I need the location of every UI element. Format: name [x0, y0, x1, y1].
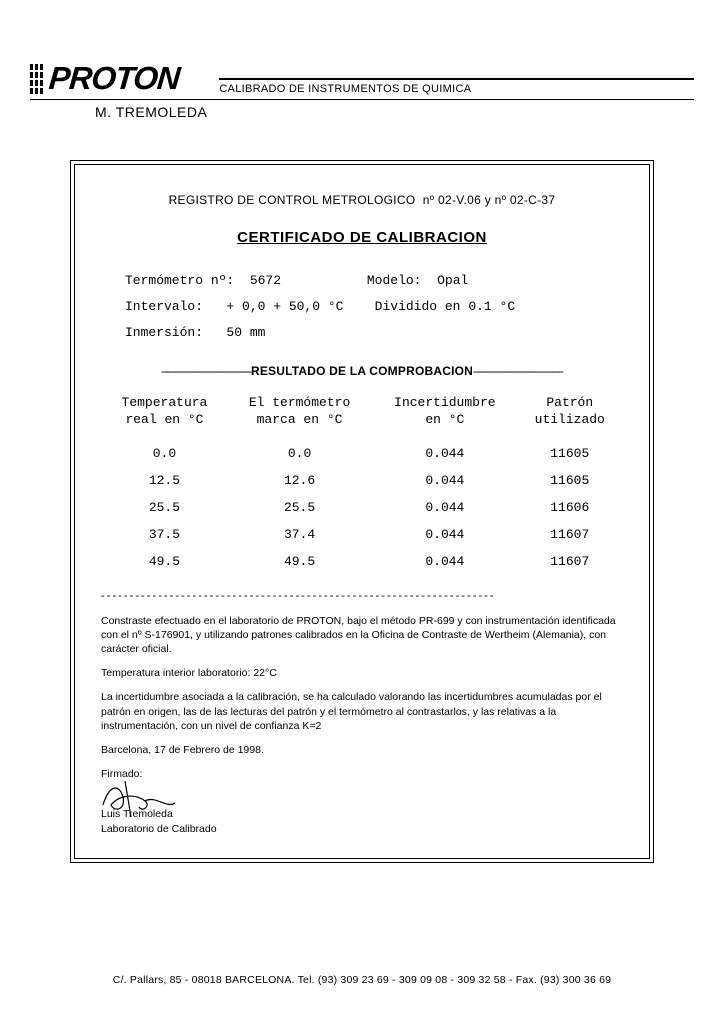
table-cell: 37.4 [228, 522, 371, 547]
header-right: CALIBRADO DE INSTRUMENTOS DE QUIMICA [219, 78, 694, 97]
certificate-title: CERTIFICADO DE CALIBRACION [101, 229, 623, 246]
dash-separator: - - - - - - - - - - - - - - - - - - - - … [101, 590, 623, 602]
intervalo-value: + 0,0 + 50,0 °C [226, 299, 343, 314]
table-cell: 11605 [519, 441, 621, 466]
col1-header: Temperaturareal en °C [103, 392, 226, 439]
dividido-value: 0.1 °C [468, 299, 515, 314]
table-row: 12.512.60.04411605 [103, 468, 621, 493]
notes-block: Constraste efectuado en el laboratorio d… [101, 614, 623, 757]
dividido-label: Dividido en [375, 299, 461, 314]
table-cell: 37.5 [103, 522, 226, 547]
inmersion-value: 50 mm [226, 325, 265, 340]
table-cell: 0.044 [373, 522, 516, 547]
table-cell: 0.044 [373, 495, 516, 520]
footer-address: C/. Pallars, 85 - 08018 BARCELONA. Tel. … [0, 974, 724, 986]
table-cell: 0.044 [373, 441, 516, 466]
table-cell: 11605 [519, 468, 621, 493]
registro-label: REGISTRO DE CONTROL METROLOGICO [169, 193, 416, 207]
table-cell: 11606 [519, 495, 621, 520]
table-cell: 25.5 [228, 495, 371, 520]
table-cell: 0.0 [228, 441, 371, 466]
modelo-value: Opal [437, 273, 468, 288]
col4-header: Patrónutilizado [519, 392, 621, 439]
table-row: 25.525.50.04411606 [103, 495, 621, 520]
info-block: Termómetro nº: 5672 Modelo: Opal Interva… [101, 268, 623, 346]
registro-line: REGISTRO DE CONTROL METROLOGICO nº 02-V.… [101, 193, 623, 207]
col3-header: Incertidumbreen °C [373, 392, 516, 439]
table-cell: 25.5 [103, 495, 226, 520]
note-p4: Barcelona, 17 de Febrero de 1998. [101, 743, 623, 757]
results-table: Temperaturareal en °C El termómetromarca… [101, 390, 623, 576]
table-row: 37.537.40.04411607 [103, 522, 621, 547]
table-cell: 0.044 [373, 549, 516, 574]
signer-dept: Laboratorio de Calibrado [101, 822, 623, 836]
col2-header: El termómetromarca en °C [228, 392, 371, 439]
termometro-label: Termómetro nº: [125, 273, 234, 288]
signature-block: Firmado: Luis Tremoleda Laboratorio de C… [101, 767, 623, 836]
note-p2: Temperatura interior laboratorio: 22°C [101, 666, 623, 680]
logo-bars-icon [30, 64, 43, 94]
inmersion-label: Inmersión: [125, 325, 203, 340]
table-cell: 0.0 [103, 441, 226, 466]
header: PROTON CALIBRADO DE INSTRUMENTOS DE QUIM… [0, 0, 724, 97]
certificate-frame: REGISTRO DE CONTROL METROLOGICO nº 02-V.… [70, 160, 654, 863]
table-cell: 49.5 [228, 549, 371, 574]
header-tagline: CALIBRADO DE INSTRUMENTOS DE QUIMICA [219, 83, 694, 97]
company-name: PROTON [47, 60, 181, 97]
table-cell: 12.6 [228, 468, 371, 493]
note-p1: Constraste efectuado en el laboratorio d… [101, 614, 623, 657]
signature-icon [95, 775, 215, 819]
table-cell: 49.5 [103, 549, 226, 574]
modelo-label: Modelo: [367, 273, 422, 288]
registro-nums: nº 02-V.06 y nº 02-C-37 [423, 193, 556, 207]
note-p3: La incertidumbre asociada a la calibraci… [101, 690, 623, 733]
table-cell: 0.044 [373, 468, 516, 493]
intervalo-label: Intervalo: [125, 299, 203, 314]
table-row: 0.00.00.04411605 [103, 441, 621, 466]
logo: PROTON [30, 60, 179, 97]
results-divider: ------------------------------RESULTADO … [101, 364, 623, 378]
table-row: 49.549.50.04411607 [103, 549, 621, 574]
table-cell: 11607 [519, 549, 621, 574]
header-subtitle: M. TREMOLEDA [0, 100, 724, 120]
table-cell: 11607 [519, 522, 621, 547]
table-cell: 12.5 [103, 468, 226, 493]
termometro-value: 5672 [250, 273, 281, 288]
results-header: RESULTADO DE LA COMPROBACION [251, 364, 473, 378]
